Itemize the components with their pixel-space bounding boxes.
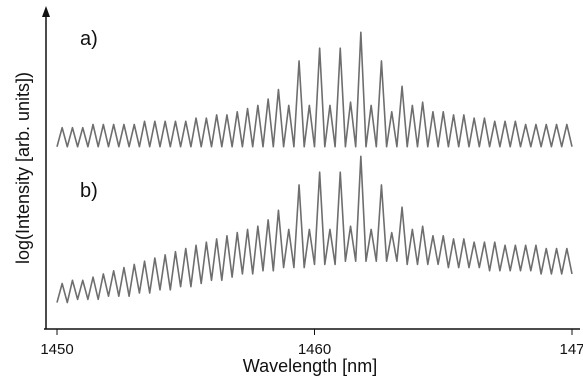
series-label: a) [80,28,98,50]
y-axis-arrow [42,6,50,17]
y-axis-label: log(Intensity [arb. units]) [13,72,33,264]
x-tick-label: 147 [559,341,583,358]
series-label: b) [80,180,98,202]
x-tick-label: 1460 [298,341,331,358]
spectrum-line [56,155,573,304]
x-axis-label: Wavelength [nm] [243,356,377,376]
spectrum-line [56,31,573,148]
x-tick-label: 1450 [40,341,73,358]
